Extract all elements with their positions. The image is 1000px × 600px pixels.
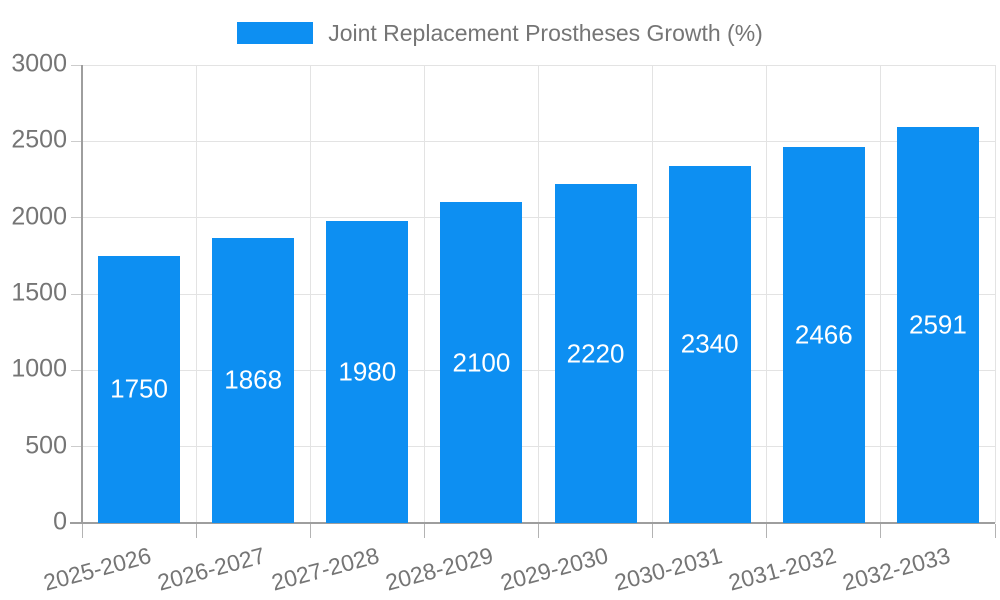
bar-value-label: 1868 [224,364,283,395]
v-gridline [994,65,996,523]
y-tick [71,64,82,66]
bar-value-label: 2220 [566,338,625,369]
x-tick [195,524,197,538]
x-tick [766,524,768,538]
bar [668,165,751,523]
bar [326,220,409,523]
y-tick-label: 500 [25,430,67,459]
legend-label: Joint Replacement Prostheses Growth (%) [328,19,763,46]
x-tick [880,524,882,538]
bar [896,127,979,523]
y-tick [71,293,82,295]
x-tick-label: 2031-2032 [725,542,839,596]
v-gridline [766,65,768,523]
x-tick-label: 2025-2026 [40,542,154,596]
x-tick [652,524,654,538]
x-tick-label: 2032-2033 [839,542,953,596]
y-tick [71,369,82,371]
v-gridline [423,65,425,523]
x-tick-label: 2030-2031 [611,542,725,596]
v-gridline [195,65,197,523]
x-tick-label: 2027-2028 [269,542,383,596]
y-tick [71,217,82,219]
y-tick [71,446,82,448]
bar-value-label: 2591 [909,309,967,340]
bar [554,184,637,523]
v-gridline [880,65,882,523]
bar-value-label: 1980 [338,356,397,387]
x-tick [538,524,539,538]
bar-value-label: 2340 [680,328,739,359]
v-gridline [652,65,654,523]
v-gridline [538,65,539,523]
legend-swatch [237,22,314,44]
x-tick-label: 2029-2030 [497,542,611,596]
bar-value-label: 1750 [110,373,168,404]
x-tick [423,524,425,538]
legend: Joint Replacement Prostheses Growth (%) [0,18,1000,48]
x-tick [994,524,996,538]
bar-value-label: 2100 [452,347,511,378]
bar [98,255,181,523]
x-tick-label: 2028-2029 [383,542,497,596]
y-tick-label: 3000 [11,49,67,78]
y-tick [71,140,82,142]
v-gridline [309,65,311,523]
x-tick [309,524,311,538]
bar-value-label: 2466 [794,319,853,350]
x-tick-label: 2026-2027 [154,542,268,596]
y-tick-label: 2500 [11,125,67,154]
y-tick-label: 0 [53,507,67,536]
y-axis [81,65,83,523]
x-axis [70,522,995,524]
bar [212,237,295,523]
y-tick-label: 1000 [11,354,67,383]
y-tick-label: 2000 [11,201,67,230]
bar [782,146,865,523]
y-tick-label: 1500 [11,278,67,307]
x-tick [81,524,83,538]
bar [440,202,523,523]
